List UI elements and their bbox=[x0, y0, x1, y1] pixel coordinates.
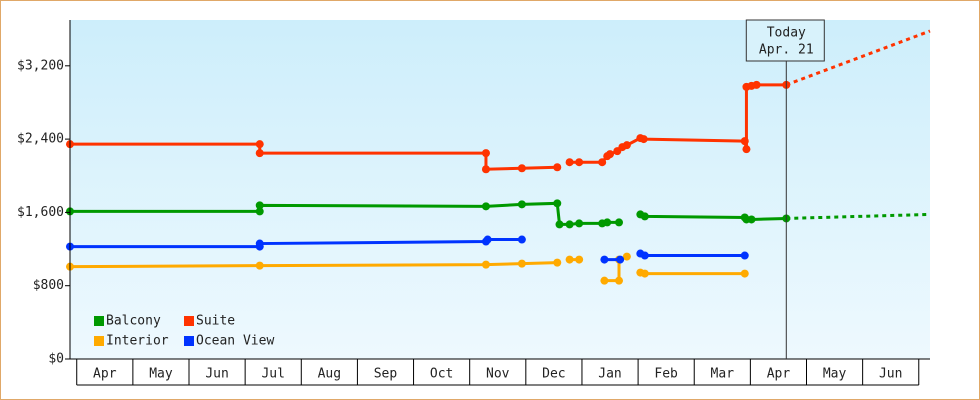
data-point bbox=[603, 218, 612, 227]
data-point bbox=[481, 165, 490, 174]
data-point bbox=[740, 251, 749, 260]
x-tick-label: Oct bbox=[430, 367, 453, 382]
data-point bbox=[553, 199, 562, 208]
x-tick-label: Jan bbox=[598, 367, 621, 382]
data-point bbox=[600, 255, 609, 264]
data-point bbox=[481, 202, 490, 211]
data-point bbox=[553, 258, 562, 267]
plot-area bbox=[70, 20, 930, 359]
data-point bbox=[742, 145, 751, 154]
legend-swatch bbox=[184, 316, 194, 326]
x-tick-label: Jun bbox=[205, 367, 228, 382]
today-date: Apr. 21 bbox=[759, 43, 814, 58]
x-tick-label: Dec bbox=[542, 367, 565, 382]
data-point bbox=[255, 140, 264, 149]
data-point bbox=[517, 164, 526, 173]
data-point bbox=[517, 259, 526, 268]
legend-swatch bbox=[184, 336, 194, 346]
y-tick-label: $800 bbox=[33, 278, 64, 293]
data-point bbox=[740, 269, 749, 278]
data-point bbox=[639, 135, 648, 144]
data-point bbox=[606, 150, 615, 159]
data-point bbox=[600, 276, 609, 285]
x-tick-label: May bbox=[823, 367, 847, 382]
today-label: Today bbox=[767, 26, 806, 41]
x-tick-label: May bbox=[149, 367, 173, 382]
x-tick-label: Jun bbox=[879, 367, 902, 382]
legend-label: Suite bbox=[196, 314, 235, 329]
today-box bbox=[745, 19, 825, 62]
data-point bbox=[553, 163, 562, 172]
y-tick-label: $2,400 bbox=[17, 132, 64, 147]
data-point bbox=[575, 158, 584, 167]
x-tick-label: Mar bbox=[711, 367, 735, 382]
legend-swatch bbox=[94, 336, 104, 346]
data-point bbox=[255, 201, 264, 210]
data-point bbox=[255, 261, 264, 270]
forecast-line bbox=[785, 29, 931, 87]
x-tick-label: Apr bbox=[767, 367, 791, 382]
data-point bbox=[640, 269, 649, 278]
x-tick-label: Aug bbox=[318, 367, 341, 382]
y-tick-label: $0 bbox=[48, 352, 64, 367]
data-point bbox=[565, 255, 574, 264]
data-point bbox=[575, 255, 584, 264]
data-point bbox=[598, 158, 607, 167]
data-point bbox=[481, 260, 490, 269]
legend-label: Ocean View bbox=[196, 334, 274, 349]
x-tick-label: Jul bbox=[261, 367, 284, 382]
data-point bbox=[752, 80, 761, 89]
data-point bbox=[255, 239, 264, 248]
data-point bbox=[622, 252, 631, 261]
data-point bbox=[517, 200, 526, 209]
data-point bbox=[565, 158, 574, 167]
y-tick-label: $3,200 bbox=[17, 58, 64, 73]
data-point bbox=[555, 220, 564, 229]
data-point bbox=[747, 215, 756, 224]
data-point bbox=[640, 212, 649, 221]
y-tick-label: $1,600 bbox=[17, 205, 64, 220]
data-point bbox=[483, 235, 492, 244]
data-point bbox=[616, 255, 625, 264]
x-tick-label: Sep bbox=[374, 367, 398, 382]
data-point bbox=[622, 141, 631, 150]
data-point bbox=[481, 149, 490, 158]
data-point bbox=[517, 235, 526, 244]
data-point bbox=[575, 219, 584, 228]
data-point bbox=[640, 251, 649, 260]
data-point bbox=[615, 218, 624, 227]
data-point bbox=[565, 220, 574, 229]
legend-swatch bbox=[94, 316, 104, 326]
data-point bbox=[255, 207, 264, 216]
data-point bbox=[255, 149, 264, 158]
x-tick-label: Nov bbox=[486, 367, 510, 382]
x-tick-label: Feb bbox=[654, 367, 678, 382]
legend-label: Interior bbox=[106, 334, 169, 349]
data-point bbox=[740, 137, 749, 146]
legend-label: Balcony bbox=[106, 314, 161, 329]
data-point bbox=[615, 276, 624, 285]
x-tick-label: Apr bbox=[93, 367, 117, 382]
